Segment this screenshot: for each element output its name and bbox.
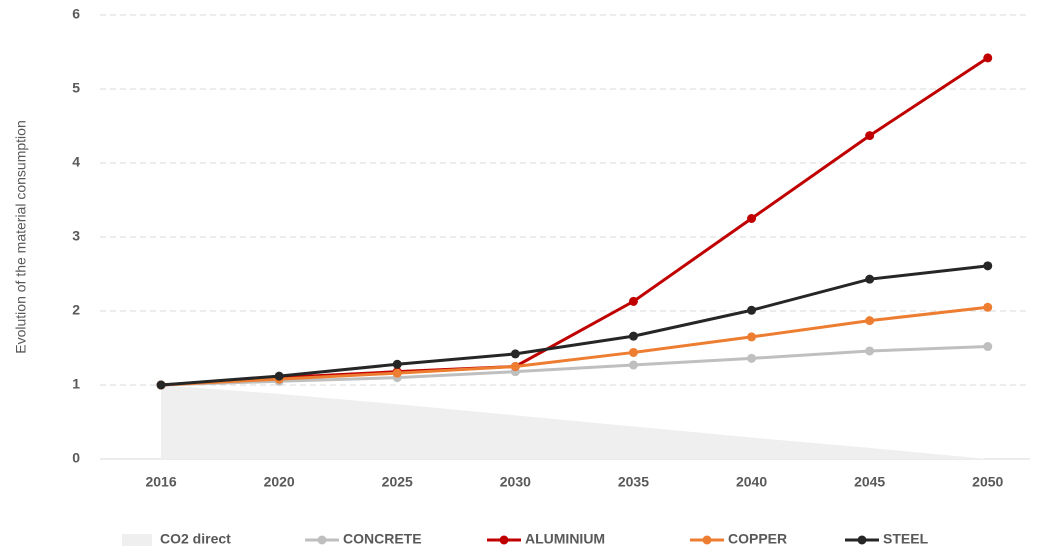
point [865,316,875,326]
x-tick-label: 2030 [500,474,531,490]
y-tick-label: 0 [72,450,80,466]
point [865,274,875,284]
legend-swatch [317,535,327,545]
legend-label: CONCRETE [343,531,422,547]
x-tick-label: 2045 [854,474,885,490]
point [510,349,520,359]
y-tick-label: 2 [72,302,80,318]
point [747,332,757,342]
x-tick-label: 2020 [264,474,295,490]
point [983,342,993,352]
line [160,56,989,387]
point [628,331,638,341]
x-tick-label: 2050 [972,474,1003,490]
line [161,345,988,387]
point [983,261,993,271]
area [161,385,988,459]
legend-label: STEEL [883,531,929,547]
legend-swatch [702,535,712,545]
point [628,360,638,370]
legend-label: CO2 direct [160,531,231,547]
legend-label: ALUMINIUM [525,531,605,547]
y-axis-title: Evolution of the material consumption [13,120,29,353]
legend-swatch [857,535,867,545]
legend-swatch [122,534,152,546]
line [160,305,988,387]
y-tick-label: 5 [72,80,80,96]
y-tick-label: 1 [72,376,80,392]
point [747,214,757,223]
point [983,302,993,312]
x-tick-label: 2035 [618,474,649,490]
point [865,346,875,356]
point [510,362,520,371]
point [156,380,166,390]
point [392,368,402,378]
point [628,296,638,306]
y-tick-label: 4 [72,154,80,170]
point [747,305,757,315]
line [160,264,988,387]
x-tick-label: 2040 [736,474,767,490]
point [628,347,638,357]
x-tick-label: 2025 [382,474,413,490]
legend-label: COPPER [728,531,787,547]
point [747,353,757,363]
point [392,359,402,369]
y-tick-label: 6 [72,6,80,22]
legend-swatch [499,535,509,545]
y-tick-label: 3 [72,228,80,244]
x-tick-label: 2016 [145,474,176,490]
point [865,131,875,141]
point [983,53,993,63]
point [274,371,284,381]
